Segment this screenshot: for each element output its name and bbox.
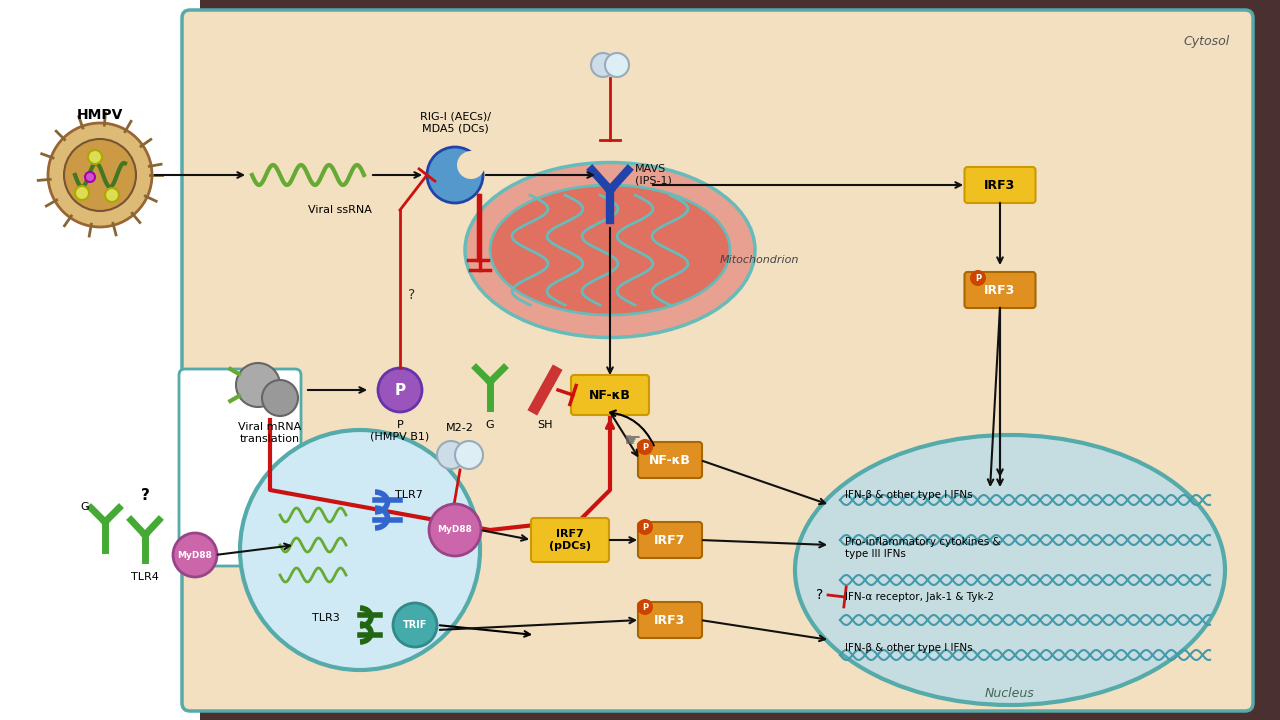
Text: IRF3: IRF3 [984, 284, 1015, 297]
Text: TRIF: TRIF [403, 620, 428, 630]
Text: IFN-β & other type I IFNs: IFN-β & other type I IFNs [845, 643, 973, 653]
Circle shape [173, 533, 218, 577]
FancyBboxPatch shape [965, 167, 1036, 203]
Circle shape [105, 188, 119, 202]
FancyBboxPatch shape [965, 272, 1036, 308]
FancyBboxPatch shape [571, 375, 649, 415]
Circle shape [88, 150, 102, 164]
Circle shape [436, 441, 465, 469]
Circle shape [241, 430, 480, 670]
FancyBboxPatch shape [182, 10, 1253, 711]
Text: TLR7: TLR7 [396, 490, 422, 500]
Text: P: P [643, 523, 648, 531]
FancyBboxPatch shape [637, 442, 701, 478]
Text: IRF7: IRF7 [654, 534, 686, 546]
Text: ?: ? [815, 588, 823, 602]
Text: M2-2: M2-2 [445, 423, 474, 433]
Text: P
(HMPV B1): P (HMPV B1) [370, 420, 430, 441]
Text: Viral ssRNA: Viral ssRNA [308, 205, 372, 215]
Ellipse shape [795, 435, 1225, 705]
FancyBboxPatch shape [531, 518, 609, 562]
Text: HMPV: HMPV [77, 108, 123, 122]
Circle shape [970, 270, 986, 286]
Ellipse shape [490, 185, 730, 315]
Text: P: P [643, 603, 648, 611]
Text: ☛: ☛ [623, 431, 641, 449]
Text: TLR3: TLR3 [312, 613, 340, 623]
Text: Mitochondrion: Mitochondrion [719, 255, 800, 265]
Bar [0, 0, 200, 720]
Circle shape [637, 599, 653, 615]
Text: ?: ? [141, 487, 150, 503]
Circle shape [49, 123, 152, 227]
Circle shape [637, 519, 653, 535]
Text: RIG-I (AECs)/
MDA5 (DCs): RIG-I (AECs)/ MDA5 (DCs) [420, 112, 490, 133]
Circle shape [64, 139, 136, 211]
FancyBboxPatch shape [637, 602, 701, 638]
Text: Viral mRNA
translation: Viral mRNA translation [238, 422, 302, 444]
Circle shape [457, 151, 485, 179]
Text: TLR4: TLR4 [131, 572, 159, 582]
Text: Cytosol: Cytosol [1184, 35, 1230, 48]
Circle shape [262, 380, 298, 416]
Circle shape [378, 368, 422, 412]
Text: IRF3: IRF3 [984, 179, 1015, 192]
Text: Pro-inflammatory cytokines &
type III IFNs: Pro-inflammatory cytokines & type III IF… [845, 537, 1001, 559]
Circle shape [236, 363, 280, 407]
Text: MyD88: MyD88 [438, 526, 472, 534]
Text: NF-κB: NF-κB [649, 454, 691, 467]
Text: MyD88: MyD88 [178, 551, 212, 559]
Text: IFN-β & other type I IFNs: IFN-β & other type I IFNs [845, 490, 973, 500]
Circle shape [76, 186, 90, 200]
FancyBboxPatch shape [637, 522, 701, 558]
Text: Nucleus: Nucleus [986, 687, 1034, 700]
FancyBboxPatch shape [179, 369, 301, 566]
Text: IFN-α receptor, Jak-1 & Tyk-2: IFN-α receptor, Jak-1 & Tyk-2 [845, 592, 995, 602]
Circle shape [591, 53, 614, 77]
Text: ?: ? [408, 288, 415, 302]
Circle shape [605, 53, 628, 77]
Text: G: G [485, 420, 494, 430]
Circle shape [637, 439, 653, 455]
Text: P: P [975, 274, 980, 282]
Text: P: P [643, 443, 648, 451]
Text: MAVS
(IPS-1): MAVS (IPS-1) [635, 164, 672, 186]
Text: P: P [394, 382, 406, 397]
Text: SH: SH [538, 420, 553, 430]
Text: IRF3: IRF3 [654, 613, 686, 626]
Circle shape [428, 147, 483, 203]
Ellipse shape [465, 163, 755, 338]
Circle shape [393, 603, 436, 647]
Text: G: G [81, 502, 90, 512]
Circle shape [84, 172, 95, 182]
Circle shape [454, 441, 483, 469]
Text: NF-κB: NF-κB [589, 389, 631, 402]
Circle shape [429, 504, 481, 556]
Text: IRF7
(pDCs): IRF7 (pDCs) [549, 529, 591, 551]
